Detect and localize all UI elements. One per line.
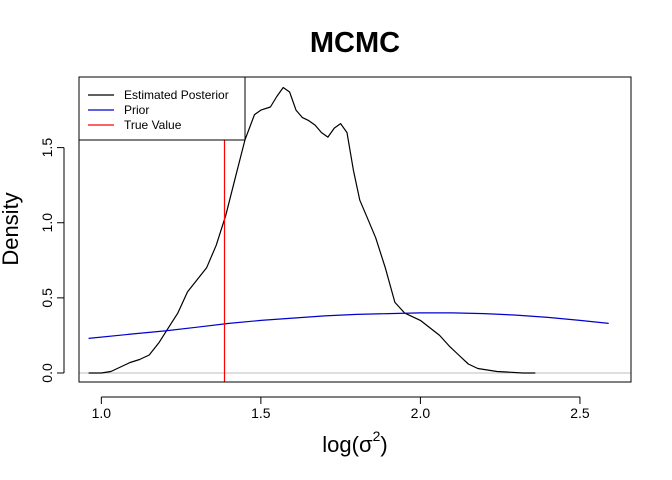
x-axis-label: log(σ2) bbox=[322, 428, 387, 457]
legend-label: Prior bbox=[124, 103, 149, 117]
plot-frame bbox=[78, 76, 632, 383]
y-tick-label: 1.5 bbox=[39, 138, 55, 158]
x-tick-label: 2.5 bbox=[570, 405, 590, 421]
y-axis-label: Density bbox=[0, 192, 23, 265]
x-tick-label: 1.0 bbox=[92, 405, 112, 421]
chart-title: MCMC bbox=[310, 27, 400, 59]
x-axis: 1.0 1.5 2.0 2.5 bbox=[92, 396, 590, 421]
x-tick-label: 1.5 bbox=[251, 405, 271, 421]
x-axis-label-prefix: log( bbox=[322, 432, 359, 457]
y-tick-label: 1.0 bbox=[39, 213, 55, 233]
y-axis: 0.0 0.5 1.0 1.5 bbox=[39, 138, 65, 383]
x-axis-label-superscript: 2 bbox=[373, 428, 381, 444]
y-tick-label: 0.0 bbox=[39, 363, 55, 383]
x-tick-label: 2.0 bbox=[411, 405, 431, 421]
legend-label: Estimated Posterior bbox=[124, 88, 229, 102]
legend-label: True Value bbox=[124, 118, 182, 132]
legend-box bbox=[78, 76, 246, 141]
y-tick-label: 0.5 bbox=[39, 288, 55, 308]
x-axis-label-suffix: ) bbox=[380, 432, 387, 457]
series-line-prior bbox=[88, 312, 609, 339]
x-axis-label-symbol: σ bbox=[359, 432, 373, 457]
series-line-estimated-posterior bbox=[88, 86, 536, 374]
